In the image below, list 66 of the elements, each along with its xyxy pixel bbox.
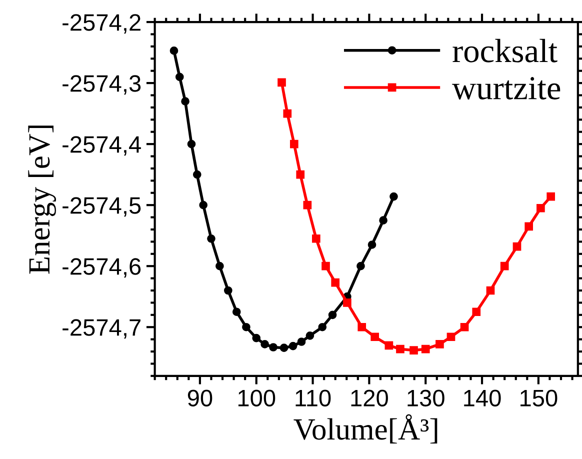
point <box>410 346 418 354</box>
point <box>343 298 352 307</box>
point <box>446 332 456 342</box>
legend-label: rocksalt <box>452 38 558 62</box>
point <box>331 278 340 287</box>
point <box>390 192 398 201</box>
point <box>524 222 534 231</box>
point <box>460 322 469 332</box>
point <box>512 242 522 251</box>
point <box>170 46 178 55</box>
point <box>242 322 250 332</box>
y-tick-label: -2574,6 <box>62 258 141 278</box>
point <box>379 216 388 224</box>
point <box>280 344 288 352</box>
x-tick-label: 130 <box>408 390 444 406</box>
point <box>232 308 241 316</box>
point <box>384 341 394 350</box>
point <box>500 262 509 270</box>
point <box>472 308 481 316</box>
point <box>192 170 202 179</box>
point <box>396 344 404 354</box>
x-tick-label: 100 <box>238 390 276 406</box>
point <box>296 170 305 179</box>
y-tick-label: -2574,4 <box>62 136 141 156</box>
point <box>224 286 232 295</box>
point <box>421 344 430 354</box>
point <box>368 240 376 249</box>
point <box>175 72 184 82</box>
point <box>303 200 312 210</box>
point <box>486 286 495 295</box>
point <box>283 109 292 118</box>
point <box>278 78 286 87</box>
x-tick-label: 110 <box>296 390 331 406</box>
point <box>252 334 261 342</box>
point <box>328 310 337 320</box>
point <box>322 262 330 270</box>
y-axis-title: Energy [eV] <box>28 126 56 274</box>
point <box>181 97 190 106</box>
point <box>216 262 224 270</box>
x-tick-label: 90 <box>188 390 212 406</box>
point <box>288 342 298 350</box>
point <box>436 340 444 348</box>
point <box>312 234 320 243</box>
x-tick-label: 140 <box>464 390 501 406</box>
y-tick-label: -2574,3 <box>62 75 141 95</box>
point <box>358 322 366 332</box>
point <box>546 192 556 201</box>
point <box>297 338 306 346</box>
y-tick-label: -2574,5 <box>62 197 141 217</box>
point <box>187 140 196 148</box>
point <box>536 204 545 212</box>
x-tick-label: 120 <box>351 390 388 406</box>
point <box>306 331 314 340</box>
point <box>199 200 208 210</box>
point <box>318 322 327 332</box>
point <box>370 332 379 342</box>
x-axis-title: Volume[Å³] <box>294 414 438 444</box>
y-tick-label: -2574,2 <box>62 14 140 34</box>
point <box>356 262 365 270</box>
point <box>269 343 278 352</box>
point <box>207 234 216 243</box>
x-tick-label: 150 <box>520 390 558 406</box>
point <box>260 340 269 348</box>
y-tick-label: -2574,7 <box>62 319 140 339</box>
legend-label: wurtzite <box>452 77 560 100</box>
point <box>290 140 298 148</box>
